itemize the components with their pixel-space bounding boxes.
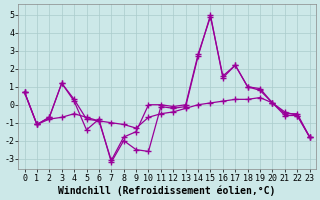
X-axis label: Windchill (Refroidissement éolien,°C): Windchill (Refroidissement éolien,°C) xyxy=(58,185,276,196)
